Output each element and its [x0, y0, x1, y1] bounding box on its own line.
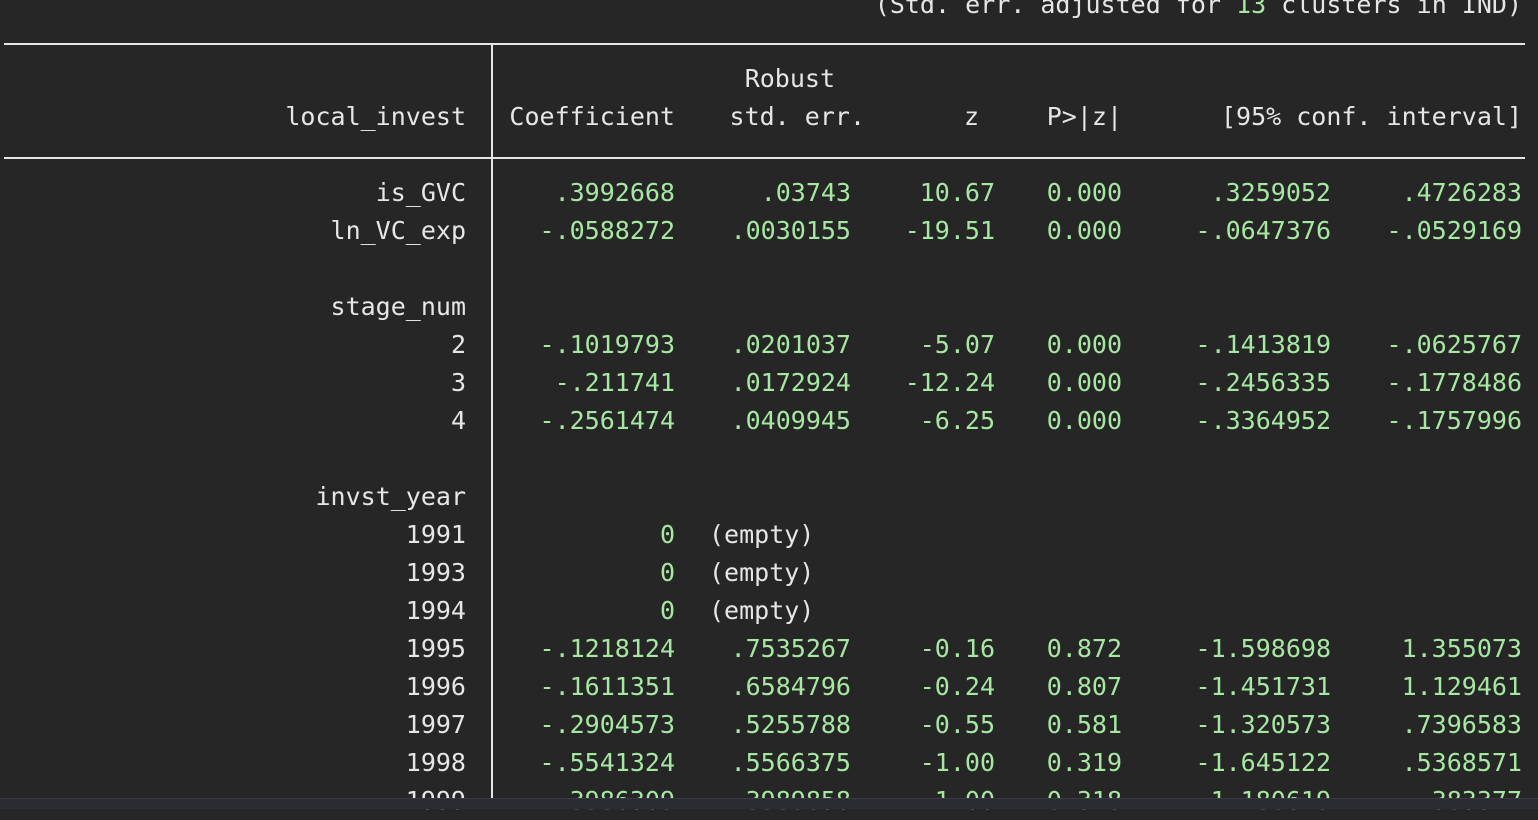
cell-hi: -.1757996	[1386, 406, 1522, 435]
cell-label: 2	[450, 330, 466, 359]
cell-se: .6584796	[730, 672, 851, 701]
cell-z: 10.67	[919, 178, 995, 207]
top-rule	[4, 43, 1525, 45]
cell-label: ln_VC_exp	[330, 216, 466, 245]
cell-lo: -1.451731	[1195, 672, 1331, 701]
header-z: z	[963, 102, 979, 131]
header-ci: [95% conf. interval]	[1220, 102, 1522, 131]
cell-lo: -.1413819	[1195, 330, 1331, 359]
cell-se: .0172924	[730, 368, 851, 397]
cell-hi: .4726283	[1401, 178, 1522, 207]
note-prefix: (Std. err. adjusted for	[874, 0, 1237, 19]
cell-hi: .5368571	[1401, 748, 1522, 777]
cell-z: -5.07	[919, 330, 995, 359]
cell-se: .5255788	[730, 710, 851, 739]
cell-label: 1997	[405, 710, 466, 739]
cell-hi: -.1778486	[1386, 368, 1522, 397]
cell-label: 4	[450, 406, 466, 435]
bottom-status-bar	[0, 798, 1538, 809]
cell-empty: (empty)	[709, 558, 815, 587]
cell-label: invst_year	[315, 482, 466, 511]
cell-lo: -.3364952	[1195, 406, 1331, 435]
cell-label: 1995	[405, 634, 466, 663]
cell-coef: -.1019793	[539, 330, 675, 359]
cell-p: 0.000	[1046, 216, 1122, 245]
note-suffix: clusters in IND)	[1266, 0, 1522, 19]
cell-lo: -.0647376	[1195, 216, 1331, 245]
cell-se: .7535267	[730, 634, 851, 663]
cell-coef: .3992668	[554, 178, 675, 207]
cell-label: 1998	[405, 748, 466, 777]
cell-se: .03743	[760, 178, 851, 207]
cell-coef: -.0588272	[539, 216, 675, 245]
cell-empty: (empty)	[709, 596, 815, 625]
cell-lo: .3259052	[1210, 178, 1331, 207]
column-divider	[491, 44, 493, 798]
cell-label: 1993	[405, 558, 466, 587]
cell-coef: 0	[659, 596, 675, 625]
cell-coef: -.2904573	[539, 710, 675, 739]
header-se: std. err.	[729, 102, 865, 131]
cell-label: is_GVC	[375, 178, 466, 207]
cell-z: -19.51	[904, 216, 995, 245]
cell-p: 0.807	[1046, 672, 1122, 701]
cell-lo: -1.320573	[1195, 710, 1331, 739]
cell-p: 0.581	[1046, 710, 1122, 739]
cell-z: -0.24	[919, 672, 995, 701]
header-robust: Robust	[744, 64, 835, 93]
header-coef: Coefficient	[509, 102, 675, 131]
cell-z: -6.25	[919, 406, 995, 435]
cell-coef: -.1218124	[539, 634, 675, 663]
cell-coef: 0	[659, 558, 675, 587]
cell-lo: -1.598698	[1195, 634, 1331, 663]
cell-coef: -.1611351	[539, 672, 675, 701]
cell-p: 0.000	[1046, 368, 1122, 397]
cell-p: 0.872	[1046, 634, 1122, 663]
cell-hi: 1.129461	[1401, 672, 1522, 701]
cell-lo: -.2456335	[1195, 368, 1331, 397]
cell-label: 3	[450, 368, 466, 397]
cell-hi: -.0529169	[1386, 216, 1522, 245]
cell-label: 1996	[405, 672, 466, 701]
cell-empty: (empty)	[709, 520, 815, 549]
cell-coef: -.2561474	[539, 406, 675, 435]
cluster-count: 13	[1236, 0, 1267, 19]
cell-label: stage_num	[330, 292, 466, 321]
cell-lo: -1.645122	[1195, 748, 1331, 777]
cell-p: 0.000	[1046, 178, 1122, 207]
cell-se: .0409945	[730, 406, 851, 435]
cell-z: -0.16	[919, 634, 995, 663]
cell-z: -0.55	[919, 710, 995, 739]
header-rule	[4, 157, 1525, 159]
cell-coef: -.5541324	[539, 748, 675, 777]
cell-z: -12.24	[904, 368, 995, 397]
cell-se: .0030155	[730, 216, 851, 245]
cell-coef: -.211741	[554, 368, 675, 397]
header-p: P>|z|	[1046, 102, 1122, 131]
cell-se: .5566375	[730, 748, 851, 777]
cell-se: .0201037	[730, 330, 851, 359]
cell-p: 0.319	[1046, 748, 1122, 777]
cell-z: -1.00	[919, 748, 995, 777]
cell-p: 0.000	[1046, 406, 1122, 435]
cell-coef: 0	[659, 520, 675, 549]
cell-label: 1991	[405, 520, 466, 549]
header-depvar: local_invest	[285, 102, 466, 131]
cell-hi: 1.355073	[1401, 634, 1522, 663]
cell-p: 0.000	[1046, 330, 1122, 359]
cluster-note: (Std. err. adjusted for 13 clusters in I…	[875, 0, 1522, 24]
cell-label: 1994	[405, 596, 466, 625]
cell-hi: -.0625767	[1386, 330, 1522, 359]
cell-hi: .7396583	[1401, 710, 1522, 739]
